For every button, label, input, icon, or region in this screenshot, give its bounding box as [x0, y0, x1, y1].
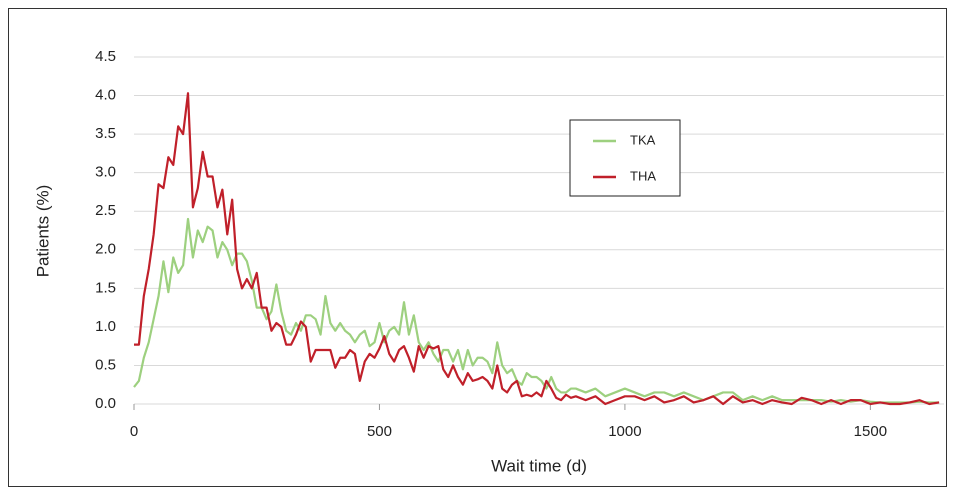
y-tick-label: 0.5 — [95, 356, 116, 373]
y-axis-title: Patients (%) — [33, 185, 52, 278]
legend-box — [569, 119, 681, 197]
x-tick-label: 0 — [130, 423, 138, 440]
y-tick-label: 1.0 — [95, 318, 116, 335]
y-tick-label: 1.5 — [95, 279, 116, 296]
line-series — [134, 92, 940, 406]
x-tick-label: 1000 — [608, 423, 641, 440]
y-tick-label: 4.5 — [95, 48, 116, 65]
line-series — [133, 217, 940, 404]
x-tick-label: 500 — [367, 423, 392, 440]
legend-label: TKA — [630, 132, 656, 147]
y-tick-label: 3.5 — [95, 125, 116, 142]
x-axis-title: Wait time (d) — [491, 456, 587, 475]
y-tick-label: 3.0 — [95, 164, 116, 181]
y-tick-label: 4.0 — [95, 87, 116, 104]
y-tick-label: 0.0 — [95, 395, 116, 412]
y-tick-label: 2.5 — [95, 202, 116, 219]
legend-label: THA — [630, 168, 656, 183]
x-tick-label: 1500 — [854, 423, 887, 440]
y-tick-label: 2.0 — [95, 241, 116, 258]
frame — [8, 8, 947, 487]
